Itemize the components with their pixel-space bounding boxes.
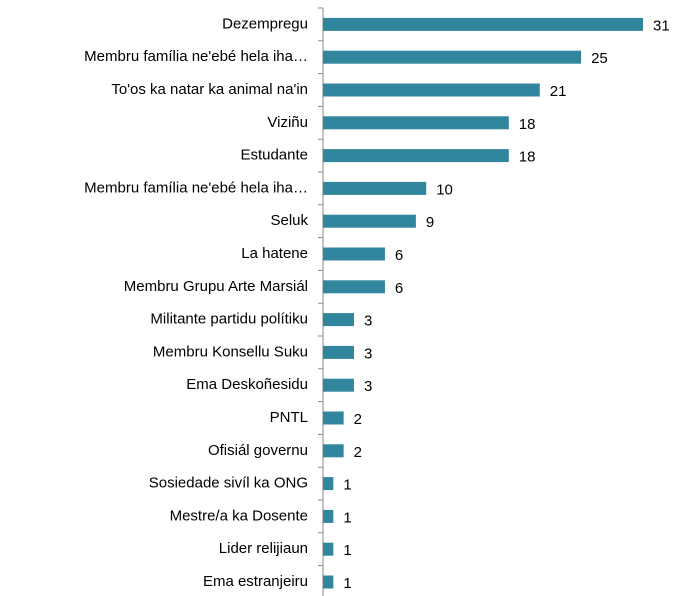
bar xyxy=(323,313,354,327)
value-label: 3 xyxy=(364,345,372,362)
category-label: La hatene xyxy=(241,245,308,262)
value-label: 2 xyxy=(354,411,362,428)
bar xyxy=(323,411,344,425)
category-label: To'os ka natar ka animal na'in xyxy=(111,81,308,98)
value-label: 9 xyxy=(426,214,434,231)
category-label: Seluk xyxy=(270,212,308,229)
value-label: 1 xyxy=(343,575,351,592)
category-label: Ofisiál governu xyxy=(208,442,308,459)
category-label: Membru família ne'ebé hela iha… xyxy=(84,48,308,65)
value-label: 6 xyxy=(395,247,403,264)
category-label: Ema estranjeiru xyxy=(203,573,308,590)
category-label: Sosiedade sivíl ka ONG xyxy=(149,475,308,492)
bar xyxy=(323,83,540,97)
bar xyxy=(323,477,334,491)
bar xyxy=(323,509,334,523)
category-label: Membru Grupu Arte Marsiál xyxy=(124,278,308,295)
category-label: Membru família ne'ebé hela iha… xyxy=(84,179,308,196)
value-label: 21 xyxy=(550,83,567,100)
category-label: Mestre/a ka Dosente xyxy=(170,507,308,524)
category-label: PNTL xyxy=(270,409,308,426)
bar xyxy=(323,345,354,359)
category-label: Viziñu xyxy=(267,114,308,131)
category-label: Ema Deskoñesidu xyxy=(186,376,308,393)
value-label: 3 xyxy=(364,378,372,395)
bar xyxy=(323,181,427,195)
bar xyxy=(323,542,334,556)
value-label: 1 xyxy=(343,542,351,559)
value-label: 18 xyxy=(519,116,536,133)
bar xyxy=(323,50,582,64)
bar xyxy=(323,280,385,294)
bar xyxy=(323,17,643,31)
bar xyxy=(323,214,416,228)
category-label: Dezempregu xyxy=(222,15,308,32)
bar xyxy=(323,247,385,261)
bar xyxy=(323,116,509,130)
value-label: 18 xyxy=(519,149,536,166)
value-label: 25 xyxy=(591,50,608,67)
category-label: Estudante xyxy=(240,147,308,164)
bar xyxy=(323,149,509,163)
category-label: Membru Konsellu Suku xyxy=(153,343,308,360)
value-label: 1 xyxy=(343,477,351,494)
bar xyxy=(323,378,354,392)
value-label: 6 xyxy=(395,280,403,297)
bar xyxy=(323,575,334,589)
value-label: 1 xyxy=(343,509,351,526)
bar xyxy=(323,444,344,458)
value-label: 10 xyxy=(436,181,453,198)
category-label: Lider relijiaun xyxy=(219,540,308,557)
value-label: 31 xyxy=(653,17,670,34)
value-label: 3 xyxy=(364,313,372,330)
value-label: 2 xyxy=(354,444,362,461)
category-label: Militante partidu polítiku xyxy=(150,311,308,328)
